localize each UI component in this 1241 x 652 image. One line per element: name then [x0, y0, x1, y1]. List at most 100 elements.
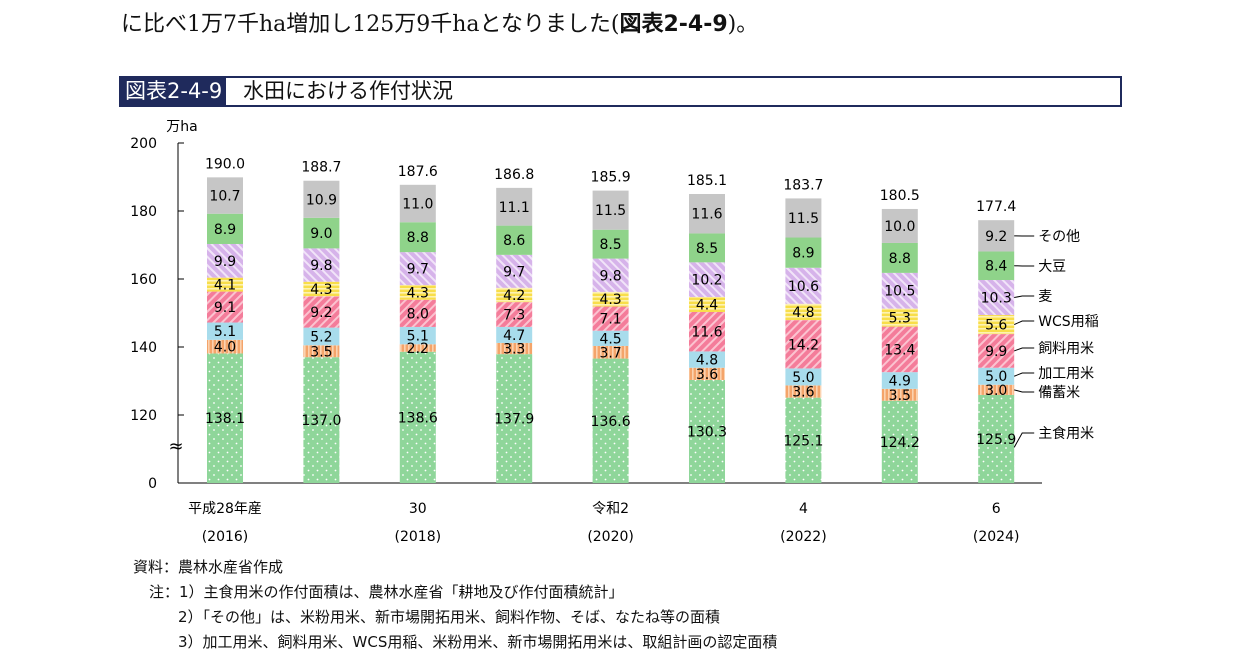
segment-value-label: 8.5 [599, 237, 621, 253]
segment-value-label: 5.1 [407, 329, 429, 345]
segment-value-label: 10.2 [691, 273, 722, 289]
segment-value-label: 9.7 [503, 264, 525, 280]
y-tick-label: 200 [130, 136, 157, 152]
x-category-label: 平成28年産 [188, 501, 262, 517]
segment-value-label: 8.6 [503, 233, 525, 249]
segment-value-label: 4.9 [889, 373, 911, 389]
segment-value-label: 125.9 [976, 432, 1016, 448]
bar-total-label: 185.1 [687, 173, 727, 189]
segment-value-label: 4.7 [503, 328, 525, 344]
segment-value-label: 9.2 [310, 305, 332, 321]
y-tick-label: 120 [130, 408, 157, 424]
bar-total-label: 177.4 [976, 199, 1016, 215]
legend-leader-line [1014, 296, 1034, 298]
legend-leader-line [1014, 348, 1034, 351]
segment-value-label: 138.6 [398, 410, 438, 426]
segment-value-label: 136.6 [591, 414, 631, 430]
segment-value-label: 11.0 [402, 197, 433, 213]
y-tick-label: 140 [130, 340, 157, 356]
segment-value-label: 124.2 [880, 435, 920, 451]
segment-value-label: 9.8 [599, 268, 621, 284]
x-category-year: (2024) [973, 529, 1020, 545]
segment-value-label: 125.1 [783, 433, 823, 449]
segment-value-label: 5.6 [985, 318, 1007, 334]
bar-total-label: 188.7 [301, 160, 341, 176]
segment-value-label: 5.1 [214, 324, 236, 340]
segment-value-label: 9.9 [985, 344, 1007, 360]
y-tick-label: 160 [130, 272, 157, 288]
legend-label: 主食用米 [1038, 425, 1094, 442]
segment-value-label: 4.3 [407, 285, 429, 301]
segment-value-label: 8.8 [407, 230, 429, 246]
bar-total-label: 180.5 [880, 188, 920, 204]
segment-value-label: 10.6 [788, 279, 819, 295]
legend-label: WCS用稲 [1038, 314, 1099, 330]
segment-value-label: 8.8 [889, 251, 911, 267]
axis-break-mark: ≈ [168, 436, 183, 457]
segment-value-label: 3.5 [310, 344, 332, 360]
bar-total-label: 185.9 [591, 170, 631, 186]
x-category-year: (2016) [202, 529, 249, 545]
y-tick-label: 0 [148, 476, 157, 492]
legend-label: 飼料用米 [1038, 341, 1094, 357]
x-category-label: 6 [992, 501, 1001, 517]
segment-value-label: 4.4 [696, 298, 718, 314]
segment-value-label: 11.6 [691, 207, 722, 223]
segment-value-label: 4.8 [792, 305, 814, 321]
legend-leader-line [1014, 373, 1034, 376]
segment-value-label: 11.5 [788, 211, 819, 227]
segment-value-label: 8.9 [792, 246, 814, 262]
segment-value-label: 4.3 [310, 282, 332, 298]
legend-label: 備蓄米 [1038, 385, 1080, 401]
legend-label: 麦 [1038, 289, 1052, 305]
segment-value-label: 9.8 [310, 258, 332, 274]
segment-value-label: 9.9 [214, 254, 236, 270]
bar-total-label: 190.0 [205, 156, 245, 172]
segment-value-label: 3.7 [599, 345, 621, 361]
segment-value-label: 7.3 [503, 308, 525, 324]
legend-label: 加工用米 [1038, 366, 1094, 382]
segment-value-label: 5.0 [985, 369, 1007, 385]
segment-value-label: 10.3 [981, 291, 1012, 307]
segment-value-label: 10.9 [306, 192, 337, 208]
segment-value-label: 3.5 [889, 388, 911, 404]
segment-value-label: 10.0 [884, 219, 915, 235]
note-2: 2）「その他」は、米粉用米、新市場開拓用米、飼料作物、そば、なたね等の面積 [178, 606, 720, 627]
segment-value-label: 11.5 [595, 203, 626, 219]
segment-value-label: 8.4 [985, 259, 1007, 275]
segment-value-label: 3.6 [696, 367, 718, 383]
segment-value-label: 137.9 [494, 412, 534, 428]
segment-value-label: 137.0 [301, 413, 341, 429]
legend-label: その他 [1038, 229, 1080, 245]
legend-leader-line [1014, 390, 1034, 392]
segment-value-label: 14.2 [788, 337, 819, 353]
segment-value-label: 4.5 [599, 331, 621, 347]
x-category-label: 30 [409, 501, 427, 517]
bar-total-label: 186.8 [494, 167, 534, 183]
segment-value-label: 9.0 [310, 226, 332, 242]
y-tick-label: 180 [130, 204, 157, 220]
segment-value-label: 8.0 [407, 306, 429, 322]
segment-value-label: 3.6 [792, 385, 814, 401]
segment-value-label: 10.7 [209, 189, 240, 205]
segment-value-label: 9.2 [985, 229, 1007, 245]
bar-total-label: 187.6 [398, 164, 438, 180]
legend-label: 大豆 [1038, 259, 1066, 275]
x-category-year: (2018) [395, 529, 442, 545]
x-category-year: (2020) [587, 529, 634, 545]
segment-value-label: 9.1 [214, 300, 236, 316]
segment-value-label: 4.1 [214, 278, 236, 294]
x-category-label: 4 [799, 501, 808, 517]
note-1: 注：1）主食用米の作付面積は、農林水産省「耕地及び作付面積統計」 [149, 581, 624, 602]
segment-value-label: 10.5 [884, 284, 915, 300]
segment-value-label: 8.5 [696, 241, 718, 257]
segment-value-label: 4.2 [503, 288, 525, 304]
segment-value-label: 9.7 [407, 262, 429, 278]
segment-value-label: 5.0 [792, 370, 814, 386]
x-category-label: 令和2 [592, 501, 629, 517]
segment-value-label: 11.1 [499, 200, 530, 216]
source-note: 資料：農林水産省作成 [133, 556, 283, 577]
segment-value-label: 130.3 [687, 424, 727, 440]
segment-value-label: 13.4 [884, 342, 915, 358]
legend-leader-line [1014, 321, 1034, 325]
